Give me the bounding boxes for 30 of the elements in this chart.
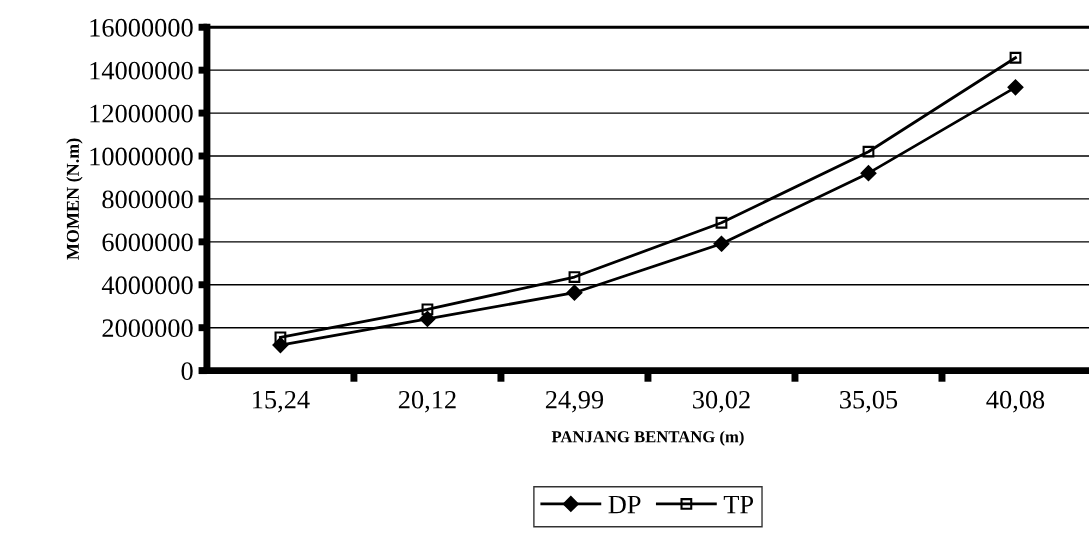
y-tick-label: 8000000 [102, 190, 193, 209]
point [566, 284, 583, 301]
point [862, 145, 875, 158]
y-tick-label: 0 [181, 362, 193, 381]
point [419, 310, 436, 327]
point [713, 235, 730, 252]
y-tick-label: 16000000 [90, 18, 193, 37]
x-tick-label: 24,99 [545, 390, 604, 413]
point [1009, 51, 1022, 64]
y-tick-label: 2000000 [102, 319, 193, 338]
x-tick-label: 40,08 [986, 390, 1045, 413]
y-axis-title: MOMEN (N.m) [66, 138, 83, 260]
y-tick-label: 6000000 [102, 233, 193, 252]
y-tick-label: 12000000 [90, 104, 193, 123]
y-tick-label: 14000000 [90, 61, 193, 80]
point [568, 271, 581, 283]
legend-label: DP [608, 495, 641, 514]
x-tick-label: 30,02 [693, 390, 750, 413]
legend-label: TP [723, 495, 754, 514]
y-tick-label: 4000000 [101, 276, 193, 295]
point [421, 303, 434, 316]
point [715, 216, 728, 229]
point [1007, 79, 1024, 96]
y-tick-label: 10000000 [90, 147, 193, 166]
x-tick-label: 15,24 [253, 390, 310, 413]
point [860, 165, 877, 182]
x-tick-label: 35,05 [840, 390, 898, 413]
x-axis-title: PANJANG BENTANG (m) [551, 430, 744, 446]
point [274, 331, 287, 344]
x-tick-label: 20,12 [398, 390, 456, 413]
